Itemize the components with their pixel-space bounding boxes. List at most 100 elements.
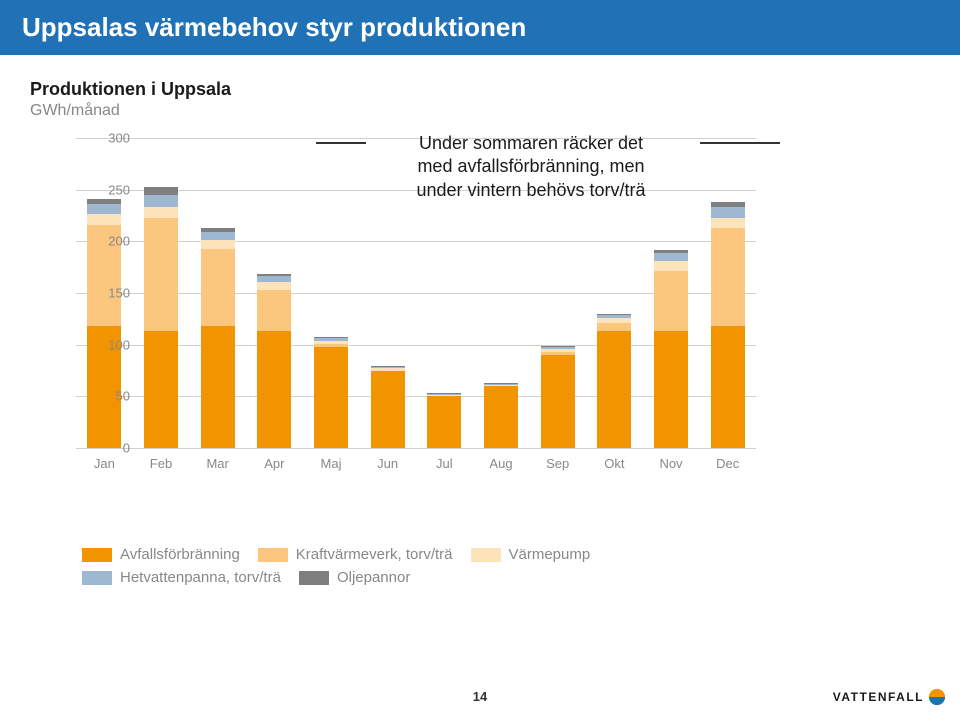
bar-segment-avfall: [484, 386, 518, 448]
annotation-text: Under sommaren räcker det med avfallsför…: [366, 132, 696, 202]
page-number: 14: [473, 689, 487, 704]
bar-segment-oljepannor: [597, 314, 631, 315]
bar-group: [484, 383, 518, 448]
xtick-label: Apr: [264, 456, 284, 471]
xtick-label: Nov: [659, 456, 682, 471]
bar-segment-hetvatten: [371, 367, 405, 368]
bar-segment-varmepump: [87, 214, 121, 224]
xtick-label: Maj: [321, 456, 342, 471]
legend-label-hetvatten: Hetvattenpanna, torv/trä: [120, 569, 281, 586]
brand-text: VATTENFALL: [833, 690, 924, 704]
vattenfall-logo-icon: [928, 688, 946, 706]
bar-group: [371, 366, 405, 448]
bar-segment-varmepump: [597, 318, 631, 323]
legend-label-kraft: Kraftvärmeverk, torv/trä: [296, 546, 453, 563]
bar-group: [654, 250, 688, 448]
xtick-label: Dec: [716, 456, 739, 471]
bar-segment-oljepannor: [371, 366, 405, 367]
xtick-label: Jun: [377, 456, 398, 471]
bar-group: [257, 274, 291, 448]
bar-segment-varmepump: [541, 349, 575, 352]
bar-segment-hetvatten: [87, 204, 121, 214]
legend-item-oljepannor: Oljepannor: [299, 569, 410, 586]
legend-label-oljepannor: Oljepannor: [337, 569, 410, 586]
bar-segment-hetvatten: [144, 195, 178, 207]
bar-segment-kraft: [257, 290, 291, 331]
brand-logo-area: VATTENFALL: [833, 688, 946, 706]
bar-segment-hetvatten: [711, 207, 745, 217]
legend: Avfallsförbränning Kraftvärmeverk, torv/…: [82, 546, 930, 586]
bar-segment-kraft: [201, 249, 235, 327]
bar-segment-avfall: [257, 331, 291, 448]
bar-group: [427, 393, 461, 448]
bar-segment-hetvatten: [541, 347, 575, 349]
swatch-hetvatten: [82, 571, 112, 585]
bar-segment-oljepannor: [711, 202, 745, 207]
bar-segment-oljepannor: [654, 250, 688, 253]
bar-segment-varmepump: [371, 368, 405, 370]
legend-label-varmepump: Värmepump: [509, 546, 591, 563]
page-title: Uppsalas värmebehov styr produktionen: [22, 12, 526, 42]
chart-area: 050100150200250300 JanFebMarAprMajJunJul…: [36, 130, 776, 490]
bar-segment-kraft: [711, 228, 745, 326]
annotation-line-3: under vintern behövs torv/trä: [416, 180, 645, 200]
bar-segment-kraft: [144, 218, 178, 332]
xtick-label: Jul: [436, 456, 453, 471]
bar-segment-oljepannor: [427, 393, 461, 394]
ytick-label: 150: [108, 286, 130, 301]
swatch-kraft: [258, 548, 288, 562]
bar-segment-kraft: [654, 271, 688, 331]
bar-segment-oljepannor: [144, 187, 178, 195]
swatch-oljepannor: [299, 571, 329, 585]
bar-segment-kraft: [597, 323, 631, 331]
bar-segment-oljepannor: [541, 346, 575, 347]
ytick-label: 100: [108, 337, 130, 352]
xtick-label: Sep: [546, 456, 569, 471]
bar-segment-varmepump: [711, 218, 745, 228]
bar-segment-avfall: [314, 347, 348, 448]
bar-group: [597, 314, 631, 448]
bar-segment-hetvatten: [314, 338, 348, 340]
bar-segment-oljepannor: [257, 274, 291, 276]
bar-group: [711, 202, 745, 448]
bar-segment-avfall: [427, 396, 461, 448]
bar-segment-varmepump: [427, 395, 461, 396]
bar-segment-avfall: [371, 371, 405, 449]
bar-segment-oljepannor: [314, 337, 348, 338]
bar-segment-avfall: [541, 355, 575, 448]
page-title-bar: Uppsalas värmebehov styr produktionen: [0, 0, 960, 55]
bar-segment-varmepump: [257, 282, 291, 290]
legend-label-avfall: Avfallsförbränning: [120, 546, 240, 563]
bar-segment-kraft: [314, 344, 348, 347]
bar-group: [144, 187, 178, 448]
bar-group: [541, 346, 575, 448]
bar-group: [314, 337, 348, 448]
ytick-label: 250: [108, 182, 130, 197]
xtick-label: Feb: [150, 456, 172, 471]
legend-item-varmepump: Värmepump: [471, 546, 591, 563]
annotation-line-2: med avfallsförbränning, men: [417, 156, 644, 176]
bar-segment-varmepump: [484, 385, 518, 386]
ytick-label: 300: [108, 131, 130, 146]
content: Produktionen i Uppsala GWh/månad 0501001…: [0, 55, 960, 586]
swatch-varmepump: [471, 548, 501, 562]
bar-segment-hetvatten: [484, 384, 518, 385]
annotation-line-left: [316, 142, 366, 144]
xtick-label: Aug: [489, 456, 512, 471]
annotation-line-right: [700, 142, 780, 144]
ytick-label: 0: [123, 441, 130, 456]
annotation-line-1: Under sommaren räcker det: [419, 133, 643, 153]
legend-item-hetvatten: Hetvattenpanna, torv/trä: [82, 569, 281, 586]
bar-segment-varmepump: [144, 207, 178, 217]
legend-item-avfall: Avfallsförbränning: [82, 546, 240, 563]
bar-segment-oljepannor: [484, 383, 518, 384]
chart-title: Produktionen i Uppsala: [30, 79, 930, 100]
legend-item-kraft: Kraftvärmeverk, torv/trä: [258, 546, 453, 563]
bar-segment-kraft: [541, 352, 575, 355]
bar-segment-hetvatten: [257, 276, 291, 281]
bar-segment-avfall: [654, 331, 688, 448]
xtick-label: Mar: [206, 456, 228, 471]
bar-segment-avfall: [711, 326, 745, 448]
ytick-label: 200: [108, 234, 130, 249]
ytick-label: 50: [116, 389, 130, 404]
